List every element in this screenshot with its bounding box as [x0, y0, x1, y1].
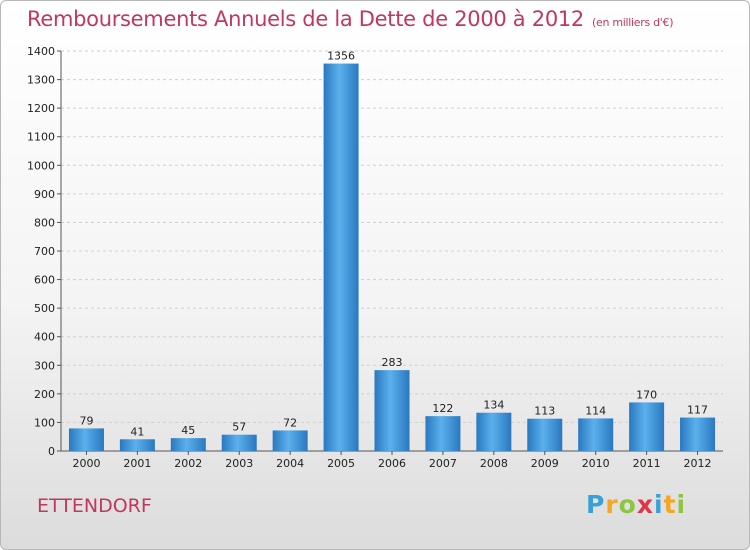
- bar: [476, 412, 512, 451]
- y-tick-label: 800: [34, 216, 55, 229]
- commune-name: ETTENDORF: [37, 495, 152, 517]
- y-tick-label: 100: [34, 416, 55, 429]
- x-tick-label: 2000: [72, 457, 100, 470]
- bar-value-label: 134: [483, 399, 504, 412]
- bar: [170, 438, 206, 451]
- y-tick-label: 500: [34, 302, 55, 315]
- x-tick-label: 2005: [327, 457, 355, 470]
- x-tick-label: 2012: [684, 457, 712, 470]
- x-tick-label: 2009: [531, 457, 559, 470]
- x-tick-label: 2007: [429, 457, 457, 470]
- y-tick-label: 1300: [27, 74, 55, 87]
- x-tick-label: 2002: [174, 457, 202, 470]
- bar: [680, 417, 716, 451]
- bars: [68, 63, 716, 451]
- bar: [425, 416, 461, 451]
- bar: [527, 418, 563, 451]
- bar: [374, 370, 410, 451]
- bar-value-label: 114: [585, 404, 606, 417]
- bar-value-label: 283: [382, 356, 403, 369]
- bar: [629, 402, 665, 451]
- bar: [323, 63, 359, 451]
- bar-value-label: 117: [687, 404, 708, 417]
- bar: [272, 430, 308, 451]
- x-tick-label: 2001: [123, 457, 151, 470]
- bar-value-label: 113: [534, 405, 555, 418]
- y-tick-label: 200: [34, 388, 55, 401]
- x-tick-label: 2003: [225, 457, 253, 470]
- bar-value-label: 57: [232, 421, 246, 434]
- labels: 0 100 200 300 400 500 600 700 800 900 1000 1100 1200…: [27, 45, 712, 470]
- x-tick-label: 2011: [633, 457, 661, 470]
- y-tick-label: 1200: [27, 102, 55, 115]
- y-tick-label: 900: [34, 188, 55, 201]
- logo-letter: i: [654, 490, 664, 519]
- proxiti-logo: Proxiti: [586, 490, 686, 519]
- bar-value-label: 72: [283, 416, 297, 429]
- logo-letter: o: [618, 490, 637, 519]
- x-tick-label: 2010: [582, 457, 610, 470]
- y-tick-label: 1000: [27, 159, 55, 172]
- chart-subtitle: (en milliers d'€): [592, 16, 674, 29]
- y-tick-label: 700: [34, 245, 55, 258]
- bar: [221, 434, 257, 451]
- y-tick-label: 300: [34, 359, 55, 372]
- bar-value-label: 41: [130, 425, 144, 438]
- x-tick-label: 2008: [480, 457, 508, 470]
- x-tick-label: 2004: [276, 457, 304, 470]
- x-tick-label: 2006: [378, 457, 406, 470]
- y-tick-label: 1400: [27, 45, 55, 58]
- y-tick-label: 400: [34, 331, 55, 344]
- y-tick-label: 1100: [27, 131, 55, 144]
- y-tick-label: 0: [48, 445, 55, 458]
- bar-value-label: 1356: [327, 50, 355, 63]
- bar-value-label: 122: [432, 402, 453, 415]
- bar: [68, 428, 104, 451]
- bar-value-label: 79: [79, 414, 93, 427]
- bar: [578, 418, 614, 451]
- logo-letter: r: [605, 490, 619, 519]
- logo-letter: i: [676, 490, 687, 519]
- chart-title: Remboursements Annuels de la Dette de 20…: [27, 7, 674, 31]
- y-tick-label: 600: [34, 274, 55, 287]
- logo-letter: x: [636, 490, 654, 519]
- bar-value-label: 170: [636, 388, 657, 401]
- bar-value-label: 45: [181, 424, 195, 437]
- bar: [119, 439, 155, 451]
- logo-letter: t: [663, 490, 677, 519]
- logo-letter: P: [586, 490, 606, 519]
